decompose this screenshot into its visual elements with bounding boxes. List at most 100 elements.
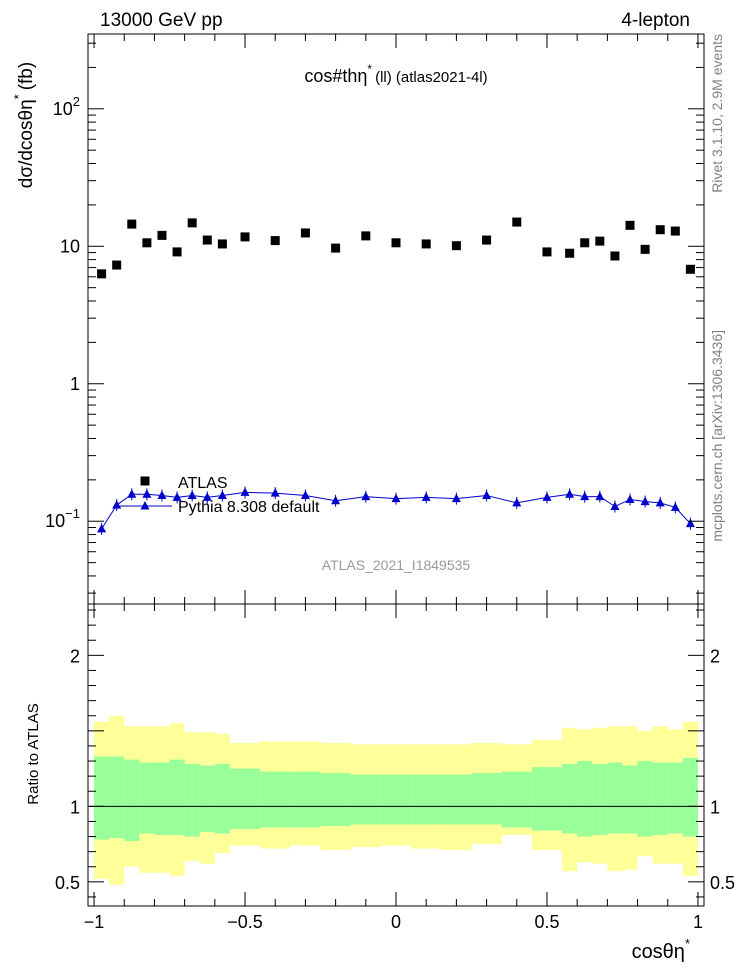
atlas-point [512,217,522,227]
tick-labels: −1 −0.5 0 0.5 1 10−1 1 10 102 0.5 0.5 1 1 2 2 [45,94,735,932]
atlas-point [625,220,635,230]
main-y-tick-label: 102 [53,94,80,119]
ratio-band-green-bin [501,771,532,828]
ratio-band-green-bin [154,762,170,836]
pythia-point [240,487,250,496]
pythia-point [685,518,695,528]
atlas-series [97,217,695,279]
x-axis-label: cosθη* [632,936,690,963]
ratio-band-green-bin [290,771,321,828]
atlas-point [565,248,575,258]
header-left-label: 13000 GeV pp [100,10,223,31]
plot-title-tail: (ll) (atlas2021-4l) [375,69,488,86]
atlas-point [112,260,122,270]
pythia-point [655,497,665,507]
ratio-y-tick-label-right: 0.5 [710,873,735,893]
main-y-axis-label-tail: (fb) [16,62,37,91]
pythia-point [172,492,182,501]
atlas-point [655,225,665,235]
ratio-band-green-bin [607,762,623,834]
pythia-point [482,490,492,499]
ratio-band-green-bin [350,774,381,825]
axes [87,33,705,907]
ratio-band-green-bin [441,774,472,825]
ratio-band-green-bin [214,764,230,834]
ratio-band-green-bin [169,759,185,836]
x-tick-label: 0.5 [534,912,559,932]
x-axis-label-main: cosθη [632,941,685,963]
main-plot-frame [87,33,705,605]
atlas-point [685,264,695,274]
atlas-point [127,219,137,229]
atlas-point [172,247,182,257]
ratio-band-green-bin [667,762,683,834]
ratio-band-green-bin [260,771,291,828]
x-axis-label-sup: * [685,936,690,951]
ratio-y-axis-label: Ratio to ATLAS [25,703,42,804]
legend-atlas-label: ATLAS [178,475,228,492]
x-tick-label: 0 [391,912,401,932]
ratio-band-green-bin [124,759,140,842]
ratio-band-green-bin [471,773,502,825]
pythia-point [421,492,431,501]
x-tick-label: −0.5 [227,912,263,932]
legend-pythia-label: Pythia 8.308 default [178,499,320,516]
pythia-point [217,490,227,499]
ratio-band-green-bin [139,762,155,834]
atlas-point [640,244,650,254]
pythia-point [610,501,620,510]
pythia-point [202,492,212,501]
pythia-point [640,496,650,506]
atlas-point [240,232,250,242]
ratio-band-green-bin [682,758,698,837]
ratio-band-green-bin [184,764,200,837]
pythia-point [361,491,371,501]
pythia-point [97,523,107,533]
atlas-point [142,238,152,248]
plot-title: cos#thη* (ll) (atlas2021-4l) [304,62,487,86]
pythia-point [270,488,280,497]
pythia-point [127,489,137,498]
x-tick-label: 1 [693,912,703,932]
pythia-point [625,494,635,503]
main-y-axis-label-main: dσ/dcosθη [16,99,37,188]
ratio-band-green-bin [531,767,563,831]
atlas-point [361,231,371,241]
atlas-point [202,235,212,245]
ratio-band-green-bin [229,768,261,829]
pythia-point [331,495,341,505]
pythia-point [670,502,680,511]
ratio-band-green-bin [562,764,578,834]
atlas-point [421,239,431,249]
x-tick-label: −1 [84,912,105,932]
atlas-point [217,239,227,249]
atlas-point [542,247,552,257]
pythia-point [391,493,401,503]
ratio-band-green-bin [411,774,442,825]
pythia-point [542,492,552,501]
pythia-series [97,486,695,535]
pythia-point [595,491,605,501]
pythia-point [157,490,167,499]
ratio-y-tick-label-left: 0.5 [55,873,80,893]
ratio-y-tick-label-right: 2 [710,646,720,666]
ratio-band-green-bin [320,773,351,826]
ratio-band-green-bin [94,756,110,840]
header-right-label: 4-lepton [621,10,690,31]
atlas-point [391,238,401,248]
plot-title-sup: * [367,62,372,76]
ratio-band-green-bin [577,761,593,837]
ratio-band-green-bin [592,764,608,836]
ratio-y-tick-label-left: 1 [70,797,80,817]
ratio-bands [94,715,698,885]
pythia-point [112,500,122,509]
ratio-band-green-bin [637,761,653,837]
ratio-band-green-bin [380,774,412,825]
main-y-tick-label: 10−1 [45,506,80,531]
ratio-band-green-bin [622,765,638,834]
atlas-point [300,228,310,238]
ratio-y-tick-label-left: 2 [70,646,80,666]
pythia-point [451,493,461,503]
ratio-band-green-bin [652,762,668,836]
